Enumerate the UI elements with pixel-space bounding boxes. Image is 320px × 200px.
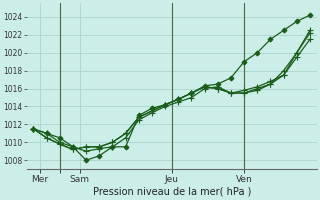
X-axis label: Pression niveau de la mer( hPa ): Pression niveau de la mer( hPa ) [92,187,251,197]
